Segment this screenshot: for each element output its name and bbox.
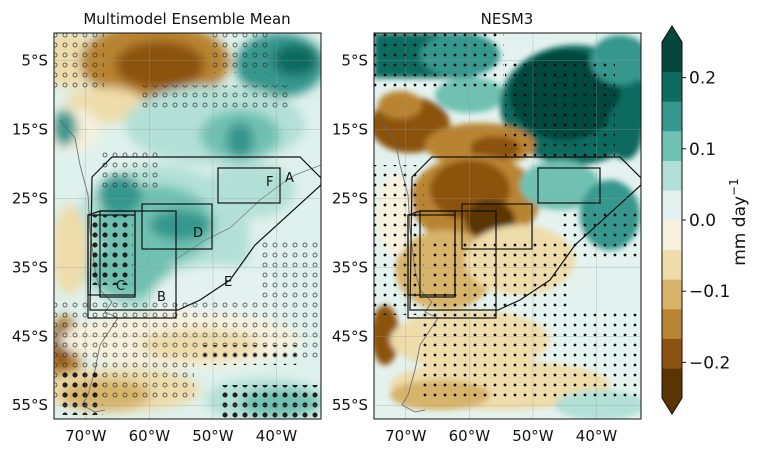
colorbar: 0.2 0.1 0.0 −0.1 −0.2 mm day−1 xyxy=(661,25,750,415)
lat-tick-label: 15°S xyxy=(12,121,48,139)
colorbar-swatch xyxy=(662,368,682,399)
axis-ticks: 70°W 60°W 50°W 40°W 5°S 15°S 25°S 35°S 45°S 55°S xyxy=(332,52,617,445)
colorbar-ticks: 0.2 0.1 0.0 −0.1 −0.2 xyxy=(682,69,730,373)
region-label-a: A xyxy=(285,171,294,186)
axis-ticks: 70°W 60°W 50°W 40°W 5°S 15°S 25°S 35°S 45°S 55°S xyxy=(12,52,297,445)
lon-tick-label: 50°W xyxy=(192,427,234,445)
panel-multimodel: Multimodel Ensemble Mean xyxy=(12,10,322,445)
lat-tick-label: 5°S xyxy=(21,52,48,70)
gridlines xyxy=(374,33,641,419)
lon-tick-label: 60°W xyxy=(129,427,171,445)
region-label-e: E xyxy=(224,275,232,290)
lat-tick-label: 45°S xyxy=(12,327,48,345)
lon-tick-label: 50°W xyxy=(512,427,554,445)
map-field: F A D C B E xyxy=(54,33,321,419)
region-label-b: B xyxy=(157,290,166,305)
panel-title: NESM3 xyxy=(481,10,534,28)
colorbar-tick-label: −0.1 xyxy=(689,282,730,302)
colorbar-swatch xyxy=(662,309,682,339)
lat-tick-label: 55°S xyxy=(12,396,48,414)
colorbar-tick-label: −0.2 xyxy=(689,353,730,373)
lon-tick-label: 40°W xyxy=(576,427,618,445)
region-label-f: F xyxy=(266,175,273,190)
region-label-c: C xyxy=(116,279,125,294)
lat-tick-label: 55°S xyxy=(332,396,368,414)
colorbar-tick-label: 0.2 xyxy=(689,69,716,89)
colorbar-swatch xyxy=(662,42,682,72)
gridlines xyxy=(54,33,321,419)
colorbar-swatch xyxy=(662,71,682,102)
lon-tick-label: 40°W xyxy=(256,427,298,445)
lon-tick-label: 60°W xyxy=(449,427,491,445)
colorbar-tick-label: 0.1 xyxy=(689,140,716,160)
colorbar-extend-bottom xyxy=(662,398,682,414)
colorbar-tick-label: 0.0 xyxy=(689,211,716,231)
colorbar-label: mm day−1 xyxy=(727,178,750,266)
colorbar-swatches xyxy=(661,25,683,415)
colorbar-swatch xyxy=(662,249,682,280)
panel-title: Multimodel Ensemble Mean xyxy=(83,10,290,28)
lat-tick-label: 5°S xyxy=(341,52,368,70)
panel-nesm3: NESM3 xyxy=(332,10,642,445)
colorbar-swatch xyxy=(662,220,682,250)
lat-tick-label: 35°S xyxy=(332,258,368,276)
lon-tick-label: 70°W xyxy=(385,427,427,445)
colorbar-extend-top xyxy=(662,26,682,42)
map-field xyxy=(374,33,641,419)
colorbar-swatch xyxy=(662,101,682,132)
lon-tick-label: 70°W xyxy=(65,427,107,445)
lat-tick-label: 25°S xyxy=(12,189,48,207)
lat-tick-label: 15°S xyxy=(332,121,368,139)
colorbar-swatch xyxy=(662,160,682,191)
lat-tick-label: 25°S xyxy=(332,189,368,207)
colorbar-swatch xyxy=(662,190,682,221)
colorbar-swatch xyxy=(662,131,682,161)
colorbar-swatch xyxy=(662,279,682,310)
lat-tick-label: 35°S xyxy=(12,258,48,276)
lat-tick-label: 45°S xyxy=(332,327,368,345)
region-label-d: D xyxy=(193,226,203,241)
colorbar-swatch xyxy=(662,338,682,369)
